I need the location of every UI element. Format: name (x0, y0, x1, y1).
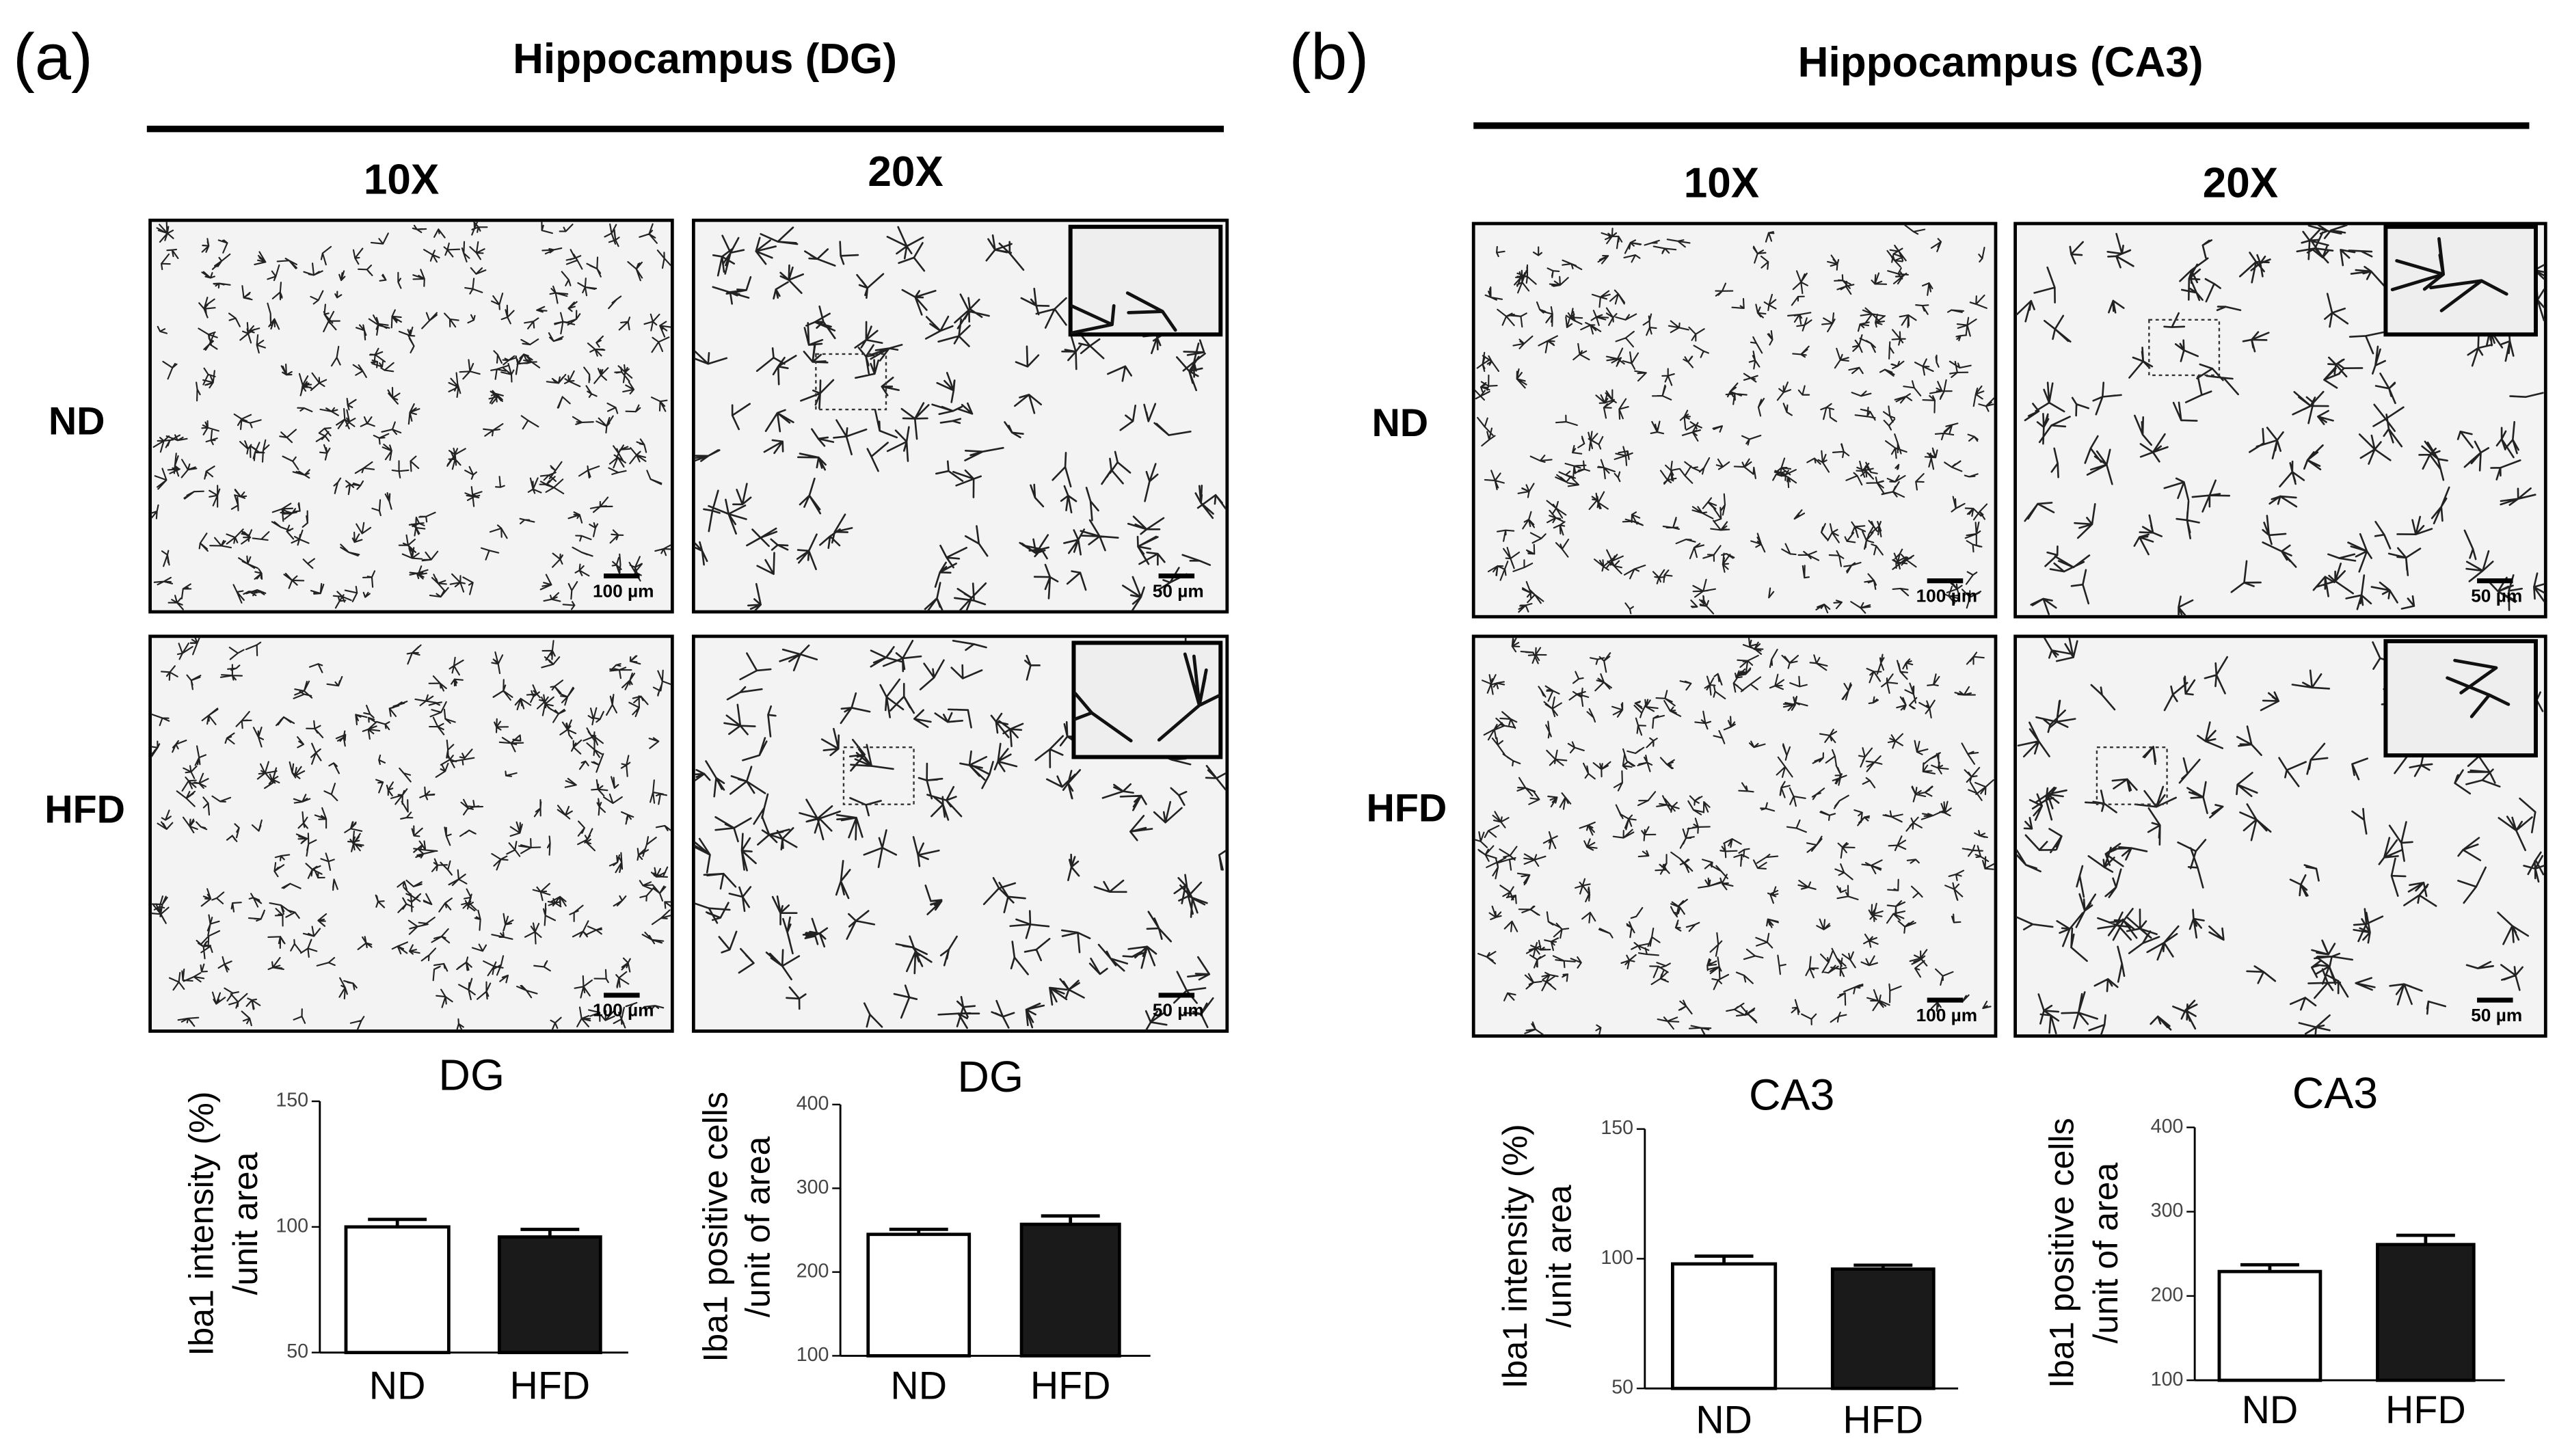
row-label: ND (49, 400, 105, 444)
y-tick-label: 100 (796, 1344, 829, 1366)
micrograph-background (148, 634, 674, 1033)
inset-cells (1073, 652, 1221, 743)
microglia-cells (1474, 637, 1995, 1036)
micrograph: 50 µm (691, 634, 1229, 1033)
y-axis-label: /unit of area (2087, 1163, 2125, 1344)
y-axis-label: Iba1 positive cells (696, 1092, 734, 1362)
bar (497, 1235, 602, 1355)
bar (1019, 1222, 1121, 1358)
microglia-cells (150, 221, 672, 610)
inset-cells (1070, 291, 1177, 335)
y-tick-label: 150 (1601, 1117, 1633, 1139)
inset (2383, 639, 2538, 758)
chart-title: DG (957, 1052, 1023, 1101)
zoom-region (2148, 319, 2221, 377)
y-tick-label: 400 (2151, 1116, 2184, 1137)
row-label: HFD (1367, 786, 1447, 830)
chart-title: DG (438, 1051, 505, 1100)
x-tick-label: HFD (1843, 1398, 1923, 1442)
x-tick-label: HFD (1030, 1364, 1111, 1407)
zoom-region (815, 353, 887, 411)
scale-bar-label: 50 µm (2471, 586, 2522, 606)
y-tick-label: 100 (1601, 1247, 1633, 1269)
x-tick-label: ND (369, 1364, 426, 1407)
inset (1068, 224, 1223, 337)
microglia-cells (694, 636, 1227, 1031)
row-label: ND (1371, 401, 1428, 445)
row-label: HFD (44, 788, 125, 832)
y-axis-label: /unit area (226, 1152, 265, 1295)
scale-bar-label: 50 µm (2471, 1005, 2522, 1025)
bar (344, 1225, 451, 1355)
x-tick-label: HFD (509, 1364, 590, 1407)
y-axis-label: Iba1 intensity (%) (183, 1092, 221, 1356)
y-axis-label: /unit of area (738, 1136, 777, 1317)
column-label: 20X (868, 148, 943, 196)
y-tick-label: 50 (286, 1340, 308, 1362)
x-tick-label: HFD (2385, 1388, 2466, 1432)
zoom-region (842, 746, 915, 805)
micrograph: 100 µm (148, 218, 674, 614)
microglia-cells (150, 637, 672, 1031)
micrograph-background (1471, 634, 1998, 1038)
micrograph: 100 µm (1471, 634, 1998, 1038)
y-tick-label: 150 (276, 1090, 308, 1111)
y-tick-label: 200 (2151, 1284, 2184, 1306)
scale-bar-label: 100 µm (593, 580, 654, 601)
microglia-cells (2016, 224, 2545, 617)
panel-title: Hippocampus (CA3) (1798, 39, 2204, 86)
column-label: 10X (1684, 160, 1759, 207)
column-label: 10X (364, 157, 439, 204)
panel-label: (b) (1289, 21, 1369, 94)
y-axis-label: Iba1 positive cells (2042, 1118, 2080, 1388)
y-tick-label: 100 (276, 1215, 308, 1237)
micrograph: 50 µm (2013, 634, 2547, 1038)
bar (1671, 1262, 1778, 1390)
inset (2383, 224, 2538, 337)
y-axis-label: /unit area (1540, 1185, 1578, 1327)
inset-cells (2390, 237, 2508, 312)
micrograph: 50 µm (691, 218, 1229, 614)
bar (2376, 1243, 2476, 1382)
bar (1830, 1267, 1936, 1390)
scale-bar-label: 100 µm (593, 1000, 654, 1021)
x-tick-label: ND (890, 1364, 947, 1407)
y-tick-label: 300 (2151, 1200, 2184, 1222)
chart-title: CA3 (1749, 1070, 1834, 1119)
microglia-cells (1474, 224, 1995, 615)
micrograph: 50 µm (2013, 221, 2547, 619)
column-label: 20X (2203, 160, 2278, 207)
y-tick-label: 400 (796, 1092, 829, 1114)
bar (2217, 1269, 2322, 1382)
scale-bar-label: 100 µm (1916, 586, 1978, 606)
y-axis-label: Iba1 intensity (%) (1496, 1124, 1534, 1388)
panel-label: (a) (13, 21, 93, 94)
micrograph: 100 µm (148, 634, 674, 1033)
chart-title: CA3 (2292, 1068, 2378, 1118)
scale-bar-label: 50 µm (1153, 1000, 1204, 1021)
micrograph-background (1471, 221, 1998, 619)
y-tick-label: 200 (796, 1260, 829, 1282)
y-tick-label: 50 (1611, 1377, 1633, 1399)
zoom-region (2096, 746, 2168, 805)
bar (866, 1232, 972, 1358)
scale-bar-label: 100 µm (1916, 1005, 1978, 1025)
inset-cells (2446, 658, 2511, 718)
microglia-cells (2016, 636, 2545, 1036)
x-tick-label: ND (1696, 1398, 1752, 1442)
x-tick-label: ND (2242, 1388, 2299, 1432)
panel-title: Hippocampus (DG) (513, 36, 897, 83)
micrograph: 100 µm (1471, 221, 1998, 619)
y-tick-label: 300 (796, 1176, 829, 1198)
y-tick-label: 100 (2151, 1369, 2184, 1390)
scale-bar-label: 50 µm (1153, 580, 1204, 601)
